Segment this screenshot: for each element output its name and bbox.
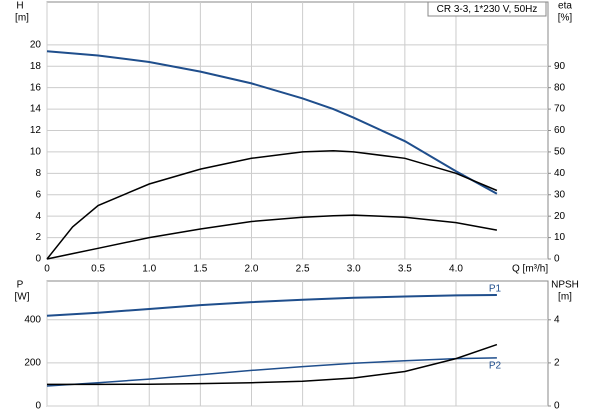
y2-tick-label: 90 [554,61,566,72]
y2-tick-label: 0 [554,254,560,265]
y-tick-label: 200 [24,358,41,369]
series-line [46,150,498,260]
x-tick-label: 4.0 [449,264,463,275]
series-line [46,50,498,195]
title-box [427,1,547,17]
y-tick-label: 8 [35,168,41,179]
y2-tick-label: 70 [554,104,566,115]
y-tick-label: 2 [35,232,41,243]
series-line [46,214,498,260]
y-tick-label: 18 [30,61,42,72]
y2-axis-label: NPSH [551,280,579,291]
y-axis-label: P [17,280,24,291]
y2-tick-label: 30 [554,189,566,200]
series-line [46,357,497,387]
y2-tick-label: 20 [554,211,566,222]
y-tick-label: 14 [30,104,42,115]
y-tick-label: 0 [35,254,41,265]
y-axis-unit: [W] [15,292,30,303]
x-tick-label: 3.0 [347,264,361,275]
chart-title: CR 3-3, 1*230 V, 50Hz [437,4,538,15]
x-tick-label: 0.5 [91,264,105,275]
x-tick-label: 2.5 [296,264,310,275]
series-label: P2 [489,361,502,372]
plot-area [46,280,549,407]
series-label: P1 [489,284,502,295]
series-line [46,294,497,317]
x-tick-label: 1.5 [193,264,207,275]
y2-tick-label: 2 [554,358,560,369]
y2-tick-label: 4 [554,314,560,325]
y2-tick-label: 40 [554,168,566,179]
y2-axis-unit: [m] [558,292,572,303]
x-tick-label: 1.0 [142,264,156,275]
x-tick-label: 3.5 [398,264,412,275]
series-line [47,343,498,386]
y-axis-label: H [16,1,23,12]
y2-axis-unit: [%] [558,13,573,24]
y2-tick-label: 10 [554,232,566,243]
y-tick-label: 4 [35,211,41,222]
y-tick-label: 6 [35,189,41,200]
y-tick-label: 12 [30,125,42,136]
y-tick-label: 0 [35,401,41,412]
y2-tick-label: 0 [554,401,560,412]
x-tick-label: 2.0 [245,264,259,275]
y2-axis-label: eta [558,1,572,12]
y2-tick-label: 80 [554,82,566,93]
y-tick-label: 20 [30,39,42,50]
y2-tick-label: 50 [554,147,566,158]
y2-tick-label: 60 [554,125,566,136]
y-axis-unit: [m] [15,13,29,24]
x-axis-label: Q [m³/h] [512,264,548,275]
x-tick-label: 0 [44,264,50,275]
y-tick-label: 10 [30,147,42,158]
y-tick-label: 16 [30,82,42,93]
y-tick-label: 400 [24,314,41,325]
